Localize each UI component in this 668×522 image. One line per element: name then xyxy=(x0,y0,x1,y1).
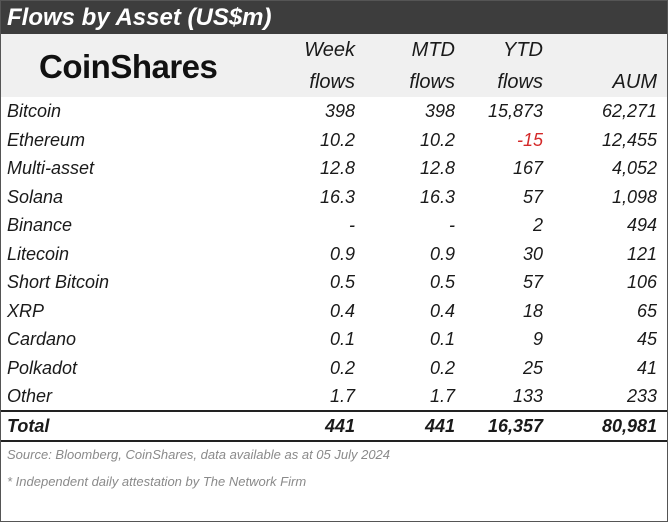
week-flows: 0.1 xyxy=(329,329,355,349)
col-head-week-1: Week xyxy=(304,39,355,61)
ytd-flows: 25 xyxy=(522,357,543,378)
table-row: Bitcoin 398 398 15,873 62,271 xyxy=(1,97,667,125)
mtd-flows: 1.7 xyxy=(429,386,455,406)
table-row: Other 1.7 1.7 133 233 xyxy=(1,382,667,410)
col-head-ytd-1: YTD xyxy=(503,39,543,61)
table-row: Multi-asset 12.8 12.8 167 4,052 xyxy=(1,154,667,182)
source-note: Source: Bloomberg, CoinShares, data avai… xyxy=(7,447,391,462)
aum-value: 12,455 xyxy=(601,129,657,150)
table-row: Binance - - 2 494 xyxy=(1,211,667,239)
week-flows: 16.3 xyxy=(319,186,355,207)
asset-name: Bitcoin xyxy=(7,101,62,121)
asset-name: Ethereum xyxy=(7,129,86,150)
ytd-flows: 9 xyxy=(532,329,543,349)
table-row: Cardano 0.1 0.1 9 45 xyxy=(1,325,667,353)
aum-value: 65 xyxy=(636,300,657,321)
table-header: Flows by Asset (US$m) CoinShares Week fl… xyxy=(1,1,667,97)
total-label: Total xyxy=(7,416,50,436)
table-row: Polkadot 0.2 0.2 25 41 xyxy=(1,354,667,382)
asset-name: Litecoin xyxy=(7,243,70,264)
ytd-flows: 2 xyxy=(532,215,543,235)
week-flows: 1.7 xyxy=(329,386,355,406)
aum-value: 233 xyxy=(626,386,657,406)
asset-name: Solana xyxy=(7,186,64,207)
aum-value: 1,098 xyxy=(611,186,657,207)
aum-value: 62,271 xyxy=(601,101,657,121)
mtd-flows: 0.2 xyxy=(429,357,455,378)
table-title: Flows by Asset (US$m) xyxy=(7,4,272,31)
mtd-flows: 10.2 xyxy=(419,129,455,150)
footnote: * Independent daily attestation by The N… xyxy=(7,474,307,489)
asset-name: Binance xyxy=(7,215,73,235)
mtd-flows: 398 xyxy=(424,101,455,121)
week-flows: - xyxy=(349,215,355,235)
ytd-flows: 18 xyxy=(522,300,543,321)
week-flows: 398 xyxy=(324,101,355,121)
week-flows: 10.2 xyxy=(319,129,355,150)
coinshares-logo: CoinShares xyxy=(39,48,218,85)
table-row: Ethereum 10.2 10.2 -15 12,455 xyxy=(1,126,667,154)
table-row: Solana 16.3 16.3 57 1,098 xyxy=(1,183,667,211)
ytd-flows: 57 xyxy=(522,272,543,292)
col-head-mtd-2: flows xyxy=(409,71,455,93)
mtd-flows: 0.1 xyxy=(429,329,455,349)
aum-value: 45 xyxy=(636,329,657,349)
aum-value: 494 xyxy=(626,215,657,235)
ytd-flows-negative: -15 xyxy=(516,129,543,150)
total-row: Total 441 441 16,357 80,981 xyxy=(1,412,667,440)
week-flows: 0.5 xyxy=(329,272,355,292)
mtd-flows: 0.4 xyxy=(429,300,455,321)
col-head-week-2: flows xyxy=(309,71,355,93)
asset-name: Multi-asset xyxy=(7,158,95,178)
aum-value: 4,052 xyxy=(611,158,657,178)
week-flows: 0.4 xyxy=(329,300,355,321)
total-ytd-flows: 16,357 xyxy=(487,416,543,436)
title-bar: Flows by Asset (US$m) xyxy=(1,1,667,34)
col-head-ytd-2: flows xyxy=(497,71,543,93)
aum-value: 121 xyxy=(626,243,657,264)
week-flows: 0.2 xyxy=(329,357,355,378)
week-flows: 12.8 xyxy=(319,158,355,178)
asset-name: Polkadot xyxy=(7,357,78,378)
week-flows: 0.9 xyxy=(329,243,355,264)
total-week-flows: 441 xyxy=(324,416,355,436)
col-head-mtd-1: MTD xyxy=(411,39,455,61)
asset-name: XRP xyxy=(7,300,45,321)
table-row: Short Bitcoin 0.5 0.5 57 106 xyxy=(1,268,667,296)
mtd-flows: 12.8 xyxy=(419,158,455,178)
aum-value: 106 xyxy=(626,272,657,292)
asset-name: Cardano xyxy=(7,329,77,349)
ytd-flows: 133 xyxy=(512,386,543,406)
aum-value: 41 xyxy=(636,357,657,378)
bottom-divider xyxy=(1,440,667,442)
mtd-flows: 0.5 xyxy=(429,272,455,292)
ytd-flows: 15,873 xyxy=(487,101,543,121)
table-row: XRP 0.4 0.4 18 65 xyxy=(1,297,667,325)
total-divider xyxy=(1,410,667,412)
col-head-aum: AUM xyxy=(612,71,657,93)
ytd-flows: 167 xyxy=(512,158,543,178)
asset-name: Other xyxy=(7,386,53,406)
asset-name: Short Bitcoin xyxy=(7,272,110,292)
total-mtd-flows: 441 xyxy=(424,416,455,436)
ytd-flows: 57 xyxy=(522,186,543,207)
mtd-flows: 0.9 xyxy=(429,243,455,264)
table-row: Litecoin 0.9 0.9 30 121 xyxy=(1,240,667,268)
total-aum: 80,981 xyxy=(601,416,657,436)
mtd-flows: - xyxy=(449,215,455,235)
ytd-flows: 30 xyxy=(522,243,543,264)
mtd-flows: 16.3 xyxy=(419,186,455,207)
